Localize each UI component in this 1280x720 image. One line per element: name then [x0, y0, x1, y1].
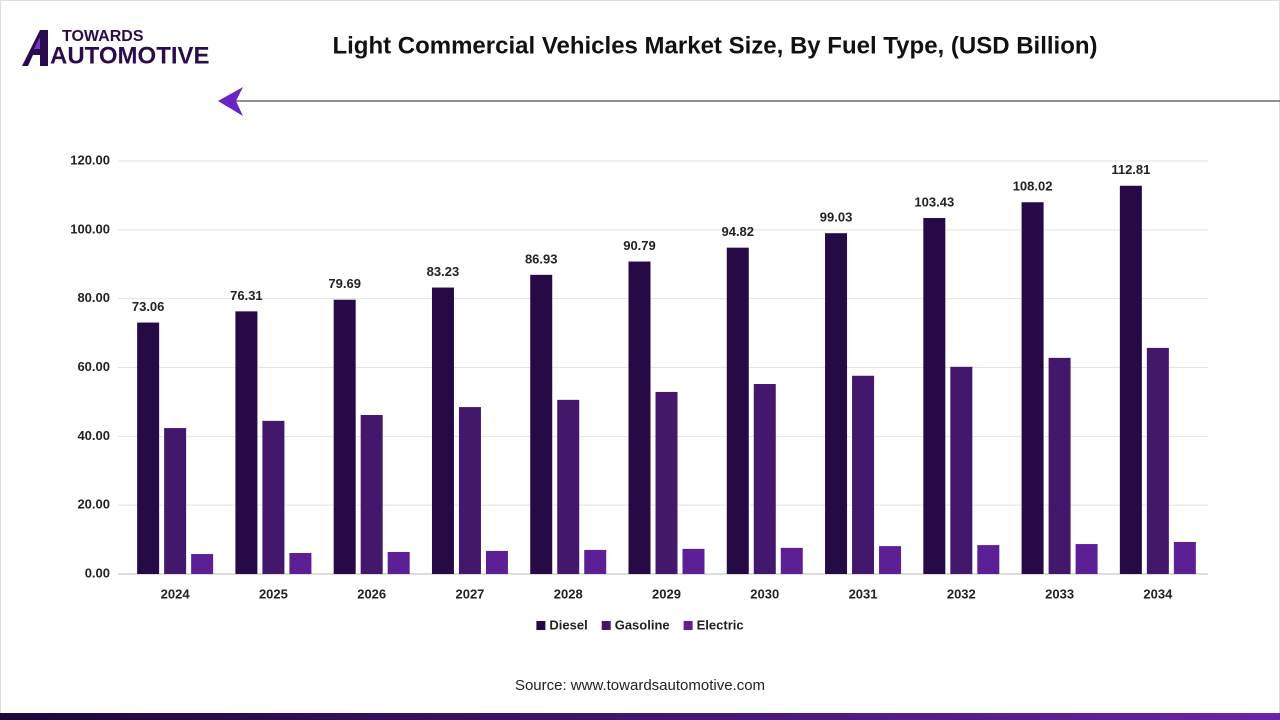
bar — [1173, 541, 1196, 574]
data-label: 94.82 — [721, 224, 754, 239]
y-tick-label: 100.00 — [70, 221, 110, 236]
source: Source: www.towardsautomotive.com — [515, 677, 765, 694]
bar — [458, 407, 481, 574]
data-label: 79.69 — [328, 276, 361, 291]
x-tick-label: 2027 — [455, 586, 484, 601]
legend-swatch — [536, 621, 546, 630]
legend-label: Gasoline — [615, 617, 670, 632]
footer-bar — [0, 713, 1280, 720]
y-tick-label: 60.00 — [77, 359, 110, 374]
bar — [852, 375, 875, 574]
x-tick-label: 2028 — [554, 586, 583, 601]
data-label: 103.43 — [914, 194, 954, 209]
legend-label: Electric — [697, 617, 744, 632]
bar — [628, 261, 651, 574]
data-label: 76.31 — [230, 288, 263, 303]
bar — [530, 274, 553, 574]
data-label: 90.79 — [623, 238, 656, 253]
x-tick-label: 2024 — [161, 586, 191, 601]
y-tick-label: 40.00 — [77, 428, 110, 443]
y-tick-label: 80.00 — [77, 290, 110, 305]
bar — [164, 428, 187, 574]
data-label: 112.81 — [1111, 162, 1150, 177]
x-tick-label: 2030 — [750, 586, 779, 601]
bar — [235, 311, 258, 574]
chart-title: Light Commercial Vehicles Market Size, B… — [332, 32, 1097, 59]
x-tick-label: 2029 — [652, 586, 681, 601]
x-tick-label: 2032 — [947, 586, 976, 601]
y-tick-label: 120.00 — [70, 152, 110, 167]
bar — [557, 399, 580, 574]
x-tick-label: 2025 — [259, 586, 288, 601]
bar — [923, 218, 946, 574]
x-tick-label: 2034 — [1143, 586, 1173, 601]
logo-top: TOWARDS — [62, 28, 144, 45]
data-label: 83.23 — [427, 264, 460, 279]
x-tick-label: 2026 — [357, 586, 386, 601]
y-tick-label: 0.00 — [85, 565, 110, 580]
bar — [1119, 185, 1142, 574]
x-tick-label: 2031 — [849, 586, 878, 601]
bar — [360, 414, 383, 574]
bar — [1021, 202, 1044, 574]
bar — [726, 247, 749, 574]
bar — [289, 553, 312, 574]
bar — [977, 545, 1000, 574]
bar — [262, 420, 285, 574]
legend-swatch — [683, 621, 693, 630]
bar — [1146, 347, 1169, 574]
bar — [137, 322, 160, 574]
bar — [1075, 544, 1098, 574]
bar — [1048, 357, 1071, 574]
bar — [780, 547, 803, 574]
data-label: 108.02 — [1013, 179, 1053, 194]
bar — [950, 366, 973, 574]
bar — [682, 548, 705, 574]
bar — [825, 233, 848, 574]
legend-label: Diesel — [549, 617, 587, 632]
bar — [655, 391, 678, 574]
bar — [191, 554, 214, 574]
logo: TOWARDS AUTOMOTIVE — [22, 28, 210, 69]
bar — [333, 299, 356, 574]
bar — [431, 287, 454, 574]
data-label: 86.93 — [525, 251, 558, 266]
data-label: 73.06 — [132, 299, 165, 314]
bar — [387, 551, 410, 574]
arrow — [218, 87, 243, 116]
data-label: 99.03 — [820, 210, 853, 225]
legend-swatch — [601, 621, 611, 630]
bar — [879, 546, 902, 574]
bar — [584, 549, 607, 574]
x-tick-label: 2033 — [1045, 586, 1074, 601]
y-tick-label: 20.00 — [77, 497, 110, 512]
bar — [753, 384, 776, 574]
bar — [485, 550, 508, 574]
logo-bottom: AUTOMOTIVE — [50, 42, 210, 69]
